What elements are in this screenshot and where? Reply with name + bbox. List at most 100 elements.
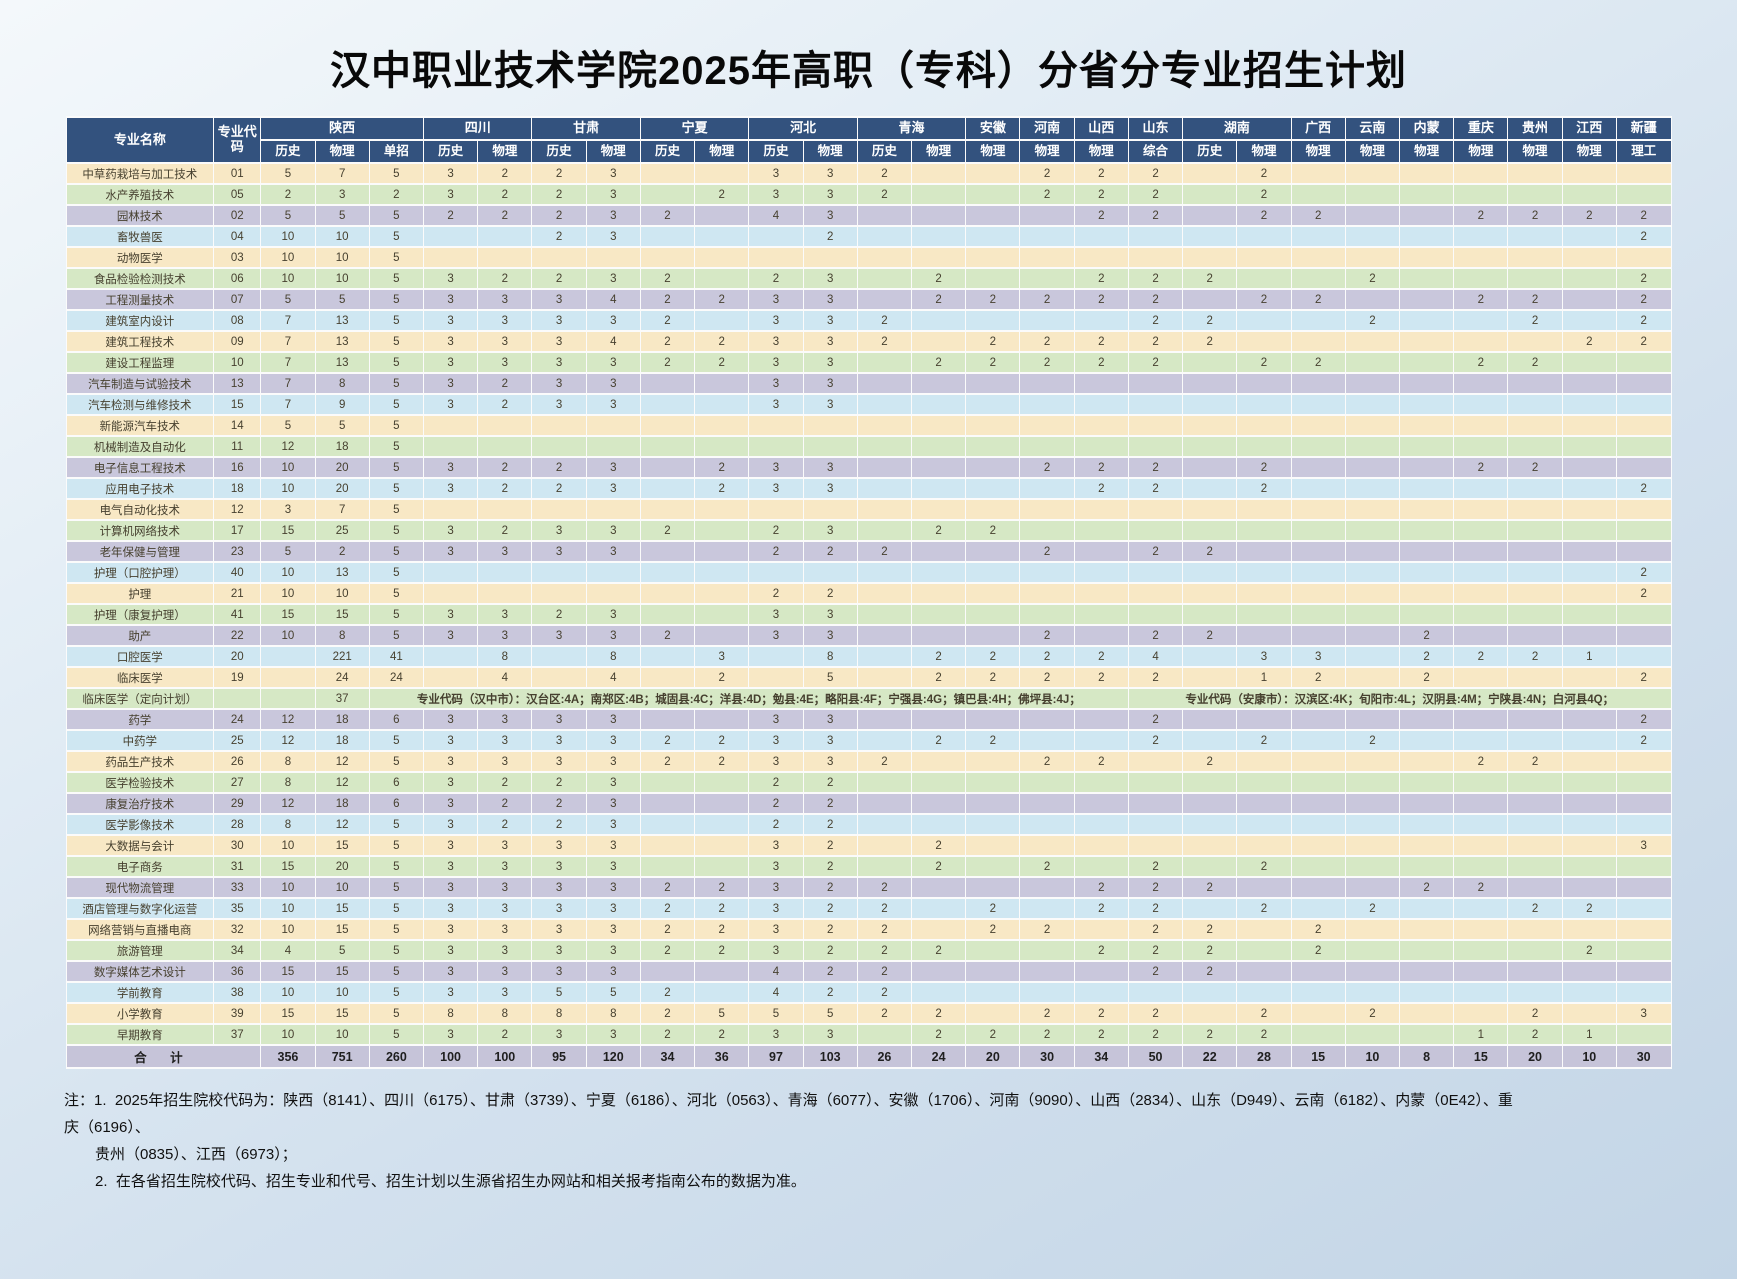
plan-value-cell	[1562, 185, 1616, 204]
major-code-cell: 25	[214, 731, 261, 750]
plan-value-cell	[1128, 752, 1183, 771]
plan-value-cell: 2	[1237, 185, 1291, 204]
major-code-cell: 32	[214, 920, 261, 939]
province-header: 宁夏	[640, 118, 749, 139]
major-code-cell: 04	[214, 227, 261, 246]
major-code-cell: 02	[214, 206, 261, 225]
plan-value-cell	[1345, 353, 1400, 372]
plan-value-cell: 5	[369, 500, 423, 519]
plan-value-cell	[857, 584, 912, 603]
plan-value-cell: 15	[261, 1004, 315, 1023]
plan-value-cell: 3	[423, 962, 478, 981]
major-code-cell: 12	[214, 500, 261, 519]
plan-value-cell	[1345, 1025, 1400, 1044]
plan-value-cell	[857, 227, 912, 246]
plan-value-cell: 8	[315, 374, 369, 393]
plan-value-cell: 2	[1020, 164, 1074, 183]
table-row: 网络营销与直播电商 32 10 15 5 3 3 3 3 2 2 3 2 2 2 2 2 2 2	[66, 920, 1671, 939]
plan-value-cell: 5	[369, 752, 423, 771]
plan-value-cell	[1237, 542, 1291, 561]
plan-value-cell: 3	[423, 836, 478, 855]
plan-value-cell: 2	[1128, 332, 1183, 351]
plan-value-cell: 3	[1616, 836, 1671, 855]
plan-value-cell: 2	[1508, 290, 1562, 309]
plan-value-cell	[912, 311, 966, 330]
plan-value-cell	[1562, 269, 1616, 288]
plan-value-cell: 3	[803, 269, 857, 288]
major-name-cell: 电气自动化技术	[66, 500, 214, 519]
plan-value-cell	[1237, 794, 1291, 813]
plan-value-cell: 3	[803, 185, 857, 204]
plan-value-cell: 2	[1345, 269, 1400, 288]
plan-value-cell	[1454, 794, 1508, 813]
plan-value-cell: 2	[1400, 626, 1454, 645]
plan-value-cell	[1616, 185, 1671, 204]
plan-value-cell	[1020, 395, 1074, 414]
plan-value-cell	[1616, 773, 1671, 792]
plan-value-cell	[1128, 563, 1183, 582]
plan-value-cell: 5	[369, 227, 423, 246]
plan-value-cell: 2	[532, 794, 586, 813]
plan-value-cell: 2	[1183, 752, 1237, 771]
plan-value-cell	[1616, 983, 1671, 1002]
plan-value-cell	[1562, 983, 1616, 1002]
plan-value-cell: 3	[749, 353, 803, 372]
plan-value-cell	[912, 962, 966, 981]
plan-value-cell	[966, 878, 1020, 897]
plan-value-cell	[912, 542, 966, 561]
major-code-cell: 27	[214, 773, 261, 792]
plan-value-cell	[1562, 290, 1616, 309]
plan-value-cell: 2	[1562, 941, 1616, 960]
plan-value-cell	[1345, 668, 1400, 687]
plan-value-cell	[1183, 815, 1237, 834]
plan-value-cell: 6	[369, 794, 423, 813]
total-value-cell: 97	[749, 1046, 803, 1067]
plan-value-cell	[532, 584, 586, 603]
plan-value-cell	[1291, 836, 1345, 855]
major-code-cell: 33	[214, 878, 261, 897]
plan-value-cell: 3	[749, 857, 803, 876]
plan-value-cell: 2	[695, 899, 749, 918]
plan-value-cell	[1562, 920, 1616, 939]
subject-header: 物理	[695, 141, 749, 162]
plan-value-cell: 13	[315, 311, 369, 330]
plan-value-cell: 2	[1183, 1025, 1237, 1044]
plan-value-cell	[695, 416, 749, 435]
plan-value-cell: 2	[966, 353, 1020, 372]
plan-value-cell: 2	[1508, 1004, 1562, 1023]
plan-value-cell	[1074, 374, 1128, 393]
plan-value-cell	[1128, 794, 1183, 813]
plan-value-cell	[1616, 500, 1671, 519]
plan-value-cell: 3	[749, 311, 803, 330]
plan-value-cell: 3	[532, 626, 586, 645]
plan-value-cell	[1616, 920, 1671, 939]
plan-value-cell: 2	[1237, 164, 1291, 183]
major-name-cell: 建筑工程技术	[66, 332, 214, 351]
plan-value-cell	[1562, 752, 1616, 771]
plan-value-cell: 2	[1237, 899, 1291, 918]
plan-value-cell	[423, 227, 478, 246]
plan-value-cell: 3	[478, 353, 532, 372]
plan-value-cell: 2	[1020, 857, 1074, 876]
major-name-cell: 护理	[66, 584, 214, 603]
plan-value-cell: 2	[640, 752, 695, 771]
table-row: 数字媒体艺术设计 36 15 15 5 3 3 3 3 4 2 2 2 2	[66, 962, 1671, 981]
plan-value-cell	[966, 710, 1020, 729]
plan-value-cell	[1454, 164, 1508, 183]
plan-value-cell: 12	[315, 752, 369, 771]
plan-value-cell: 2	[478, 479, 532, 498]
plan-value-cell: 3	[478, 920, 532, 939]
major-name-cell: 计算机网络技术	[66, 521, 214, 540]
plan-value-cell	[1508, 416, 1562, 435]
plan-value-cell: 2	[640, 1025, 695, 1044]
plan-value-cell: 2	[966, 668, 1020, 687]
plan-value-cell: 3	[586, 227, 640, 246]
plan-value-cell: 3	[532, 332, 586, 351]
plan-value-cell	[912, 395, 966, 414]
plan-value-cell: 9	[315, 395, 369, 414]
plan-value-cell: 3	[586, 794, 640, 813]
plan-value-cell: 3	[803, 311, 857, 330]
plan-value-cell	[1020, 416, 1074, 435]
plan-value-cell: 2	[478, 206, 532, 225]
table-row: 中药学 25 12 18 5 3 3 3 3 2 2 3 3 2 2 2 2 2 2	[66, 731, 1671, 750]
